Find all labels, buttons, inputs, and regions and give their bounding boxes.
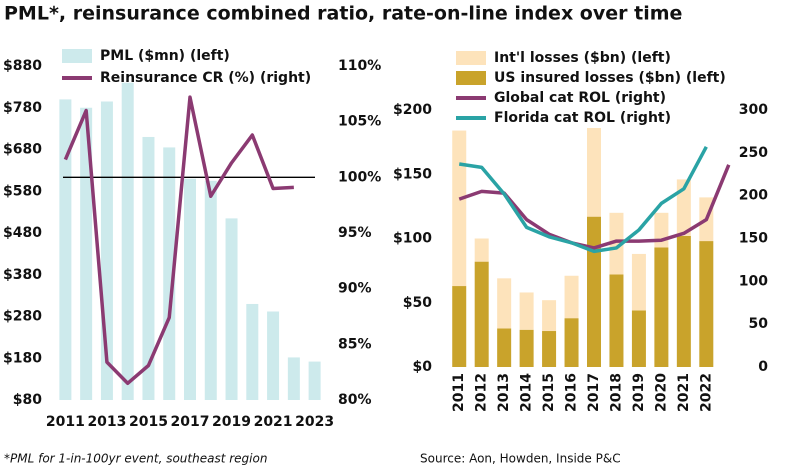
- x-tick-label: 2016: [564, 373, 580, 412]
- y2-tick-label: 80%: [338, 392, 372, 408]
- legend-swatch: [456, 71, 486, 85]
- bar: [204, 180, 217, 400]
- bar: [59, 99, 72, 401]
- y2-tick-label: 90%: [338, 281, 372, 297]
- bar: [609, 274, 624, 367]
- legend-label: Global cat ROL (right): [494, 90, 666, 106]
- y-tick-label: $780: [3, 100, 42, 116]
- x-tick-label: 2012: [474, 373, 490, 412]
- bar: [267, 311, 280, 400]
- y2-tick-label: 110%: [338, 58, 381, 74]
- bar: [542, 331, 557, 367]
- y2-tick-label: 105%: [338, 114, 381, 130]
- y-tick-label: $280: [3, 309, 42, 325]
- y-tick-label: $50: [403, 295, 432, 311]
- y-tick-label: $480: [3, 225, 42, 241]
- bar: [631, 310, 646, 367]
- bar: [225, 218, 238, 400]
- y-tick-label: $580: [3, 183, 42, 199]
- legend-swatch: [62, 49, 92, 63]
- y-tick-label: $680: [3, 142, 42, 158]
- x-tick-label: 2023: [295, 414, 334, 430]
- legend-label: US insured losses ($bn) (left): [494, 70, 726, 86]
- bar: [452, 130, 467, 287]
- title: PML*, reinsurance combined ratio, rate-o…: [4, 3, 682, 25]
- bar: [609, 212, 624, 275]
- bar: [676, 235, 691, 367]
- y2-tick-label: 200: [739, 188, 768, 204]
- x-tick-label: 2019: [631, 373, 647, 412]
- x-tick-label: 2015: [541, 373, 557, 412]
- x-tick-label: 2019: [212, 414, 251, 430]
- x-tick-label: 2021: [254, 414, 293, 430]
- bar: [142, 136, 155, 400]
- y-tick-label: $100: [393, 231, 432, 247]
- x-tick-label: 2013: [496, 373, 512, 412]
- legend-swatch: [456, 51, 486, 65]
- footnote: *PML for 1-in-100yr event, southeast reg…: [4, 452, 267, 466]
- line: [458, 146, 708, 254]
- y2-tick-label: 50: [749, 316, 769, 332]
- y-tick-label: $880: [3, 58, 42, 74]
- y-tick-label: $180: [3, 350, 42, 366]
- y2-tick-label: 150: [739, 231, 768, 247]
- bar: [80, 107, 93, 400]
- x-tick-label: 2011: [46, 414, 85, 430]
- bar: [497, 328, 512, 367]
- bar: [497, 278, 512, 329]
- x-tick-label: 2022: [698, 373, 714, 412]
- y-tick-label: $200: [393, 102, 432, 118]
- bar: [452, 286, 467, 367]
- bar: [676, 179, 691, 236]
- y2-tick-label: 95%: [338, 225, 372, 241]
- y-tick-label: $0: [413, 359, 433, 375]
- bar: [564, 318, 579, 367]
- y-tick-label: $80: [13, 392, 42, 408]
- bar: [474, 261, 489, 367]
- bar: [564, 275, 579, 319]
- bar: [163, 147, 176, 400]
- bar: [121, 82, 134, 400]
- legend-label: Int'l losses ($bn) (left): [494, 50, 671, 66]
- bar: [246, 303, 259, 400]
- bar: [631, 253, 646, 311]
- legend-label: Reinsurance CR (%) (right): [100, 70, 311, 86]
- x-tick-label: 2020: [653, 373, 669, 412]
- bar: [587, 216, 601, 367]
- y2-tick-label: 100: [739, 273, 768, 289]
- line: [63, 95, 294, 386]
- bar: [654, 247, 669, 367]
- bar: [519, 329, 534, 367]
- x-tick-label: 2015: [129, 414, 168, 430]
- bar: [587, 127, 601, 217]
- y-tick-label: $150: [393, 166, 432, 182]
- y2-tick-label: 0: [758, 359, 768, 375]
- x-tick-label: 2011: [451, 373, 467, 412]
- y2-tick-label: 300: [739, 102, 768, 118]
- x-tick-label: 2018: [608, 373, 624, 412]
- y-tick-label: $380: [3, 267, 42, 283]
- x-tick-label: 2017: [586, 373, 602, 412]
- x-tick-label: 2021: [676, 373, 692, 412]
- y2-tick-label: 100%: [338, 169, 381, 185]
- y2-tick-label: 250: [739, 145, 768, 161]
- bar: [519, 292, 534, 330]
- bar: [654, 212, 669, 248]
- legend-label: PML ($mn) (left): [100, 48, 230, 64]
- x-tick-label: 2017: [171, 414, 210, 430]
- bar: [184, 178, 196, 400]
- x-tick-label: 2013: [87, 414, 126, 430]
- bar: [542, 300, 557, 332]
- bar: [699, 241, 714, 367]
- bar: [287, 357, 300, 400]
- bar: [474, 238, 489, 262]
- y2-tick-label: 85%: [338, 336, 372, 352]
- source: Source: Aon, Howden, Inside P&C: [420, 452, 621, 466]
- legend-label: Florida cat ROL (right): [494, 110, 671, 126]
- bar: [308, 361, 321, 400]
- x-tick-label: 2014: [519, 373, 535, 412]
